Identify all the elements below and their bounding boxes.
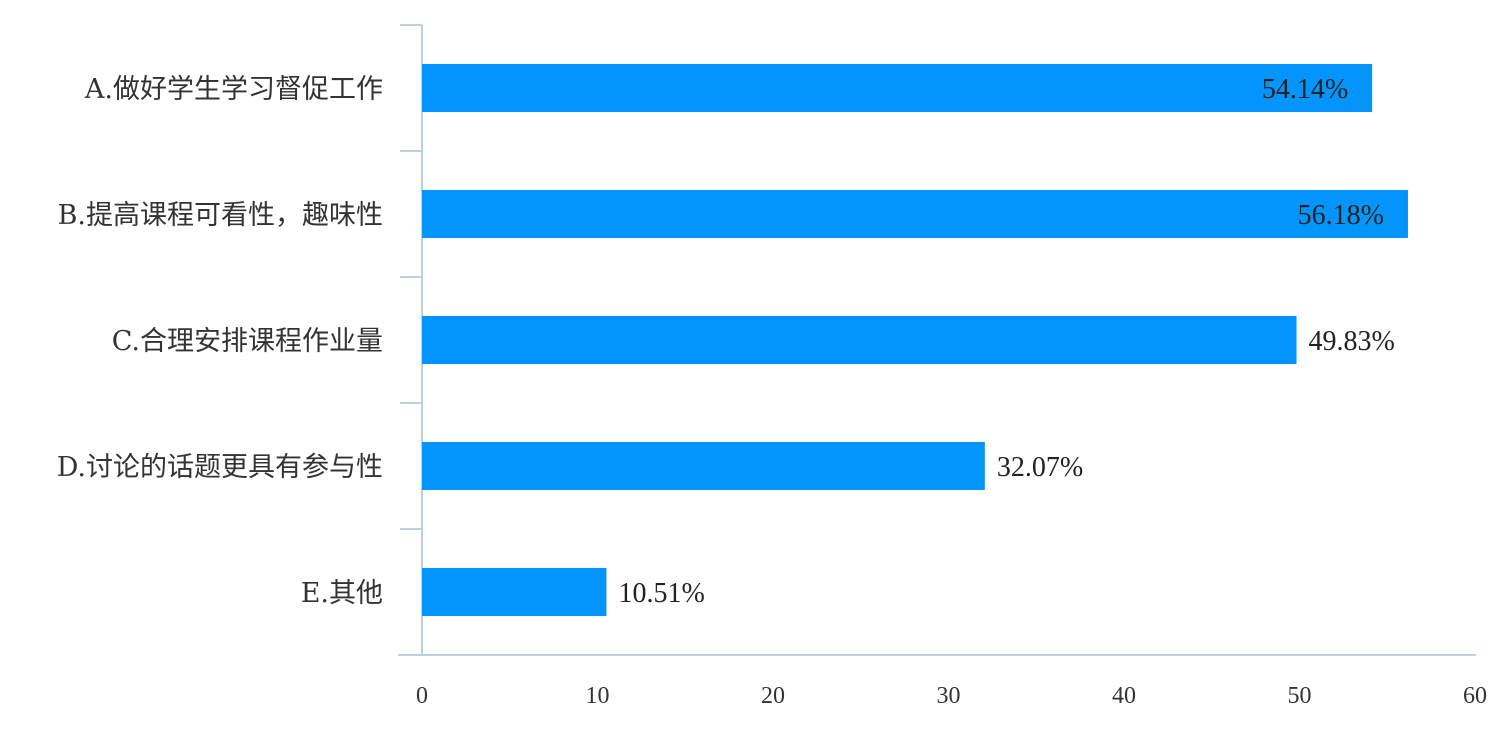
x-tick-label: 20 xyxy=(761,683,785,709)
data-label: 10.51% xyxy=(618,578,704,609)
x-tick-label: 10 xyxy=(586,683,610,709)
data-label: 54.14% xyxy=(1262,74,1348,105)
data-label: 32.07% xyxy=(997,452,1083,483)
category-label: C.合理安排课程作业量 xyxy=(112,326,383,357)
data-label: 49.83% xyxy=(1309,326,1395,357)
category-label: D.讨论的话题更具有参与性 xyxy=(57,452,383,483)
data-label: 56.18% xyxy=(1298,200,1384,231)
x-tick-label: 0 xyxy=(416,683,428,709)
bar-d xyxy=(422,442,985,490)
x-tick-label: 50 xyxy=(1288,683,1312,709)
bar-e xyxy=(422,568,607,616)
chart-labels: 0 10 20 30 40 50 60 A.做好学生学习督促工作 54.14% B.提高课程可看性… xyxy=(57,74,1487,709)
bar-b xyxy=(422,190,1408,238)
bar-a xyxy=(422,64,1373,112)
chart-bars xyxy=(422,64,1408,616)
x-tick-label: 40 xyxy=(1112,683,1136,709)
category-label: A.做好学生学习督促工作 xyxy=(84,74,383,105)
x-tick-label: 60 xyxy=(1463,683,1487,709)
category-label: E.其他 xyxy=(301,578,383,609)
category-label: B.提高课程可看性，趣味性 xyxy=(58,200,383,231)
x-tick-label: 30 xyxy=(937,683,961,709)
bar-c xyxy=(422,316,1297,364)
